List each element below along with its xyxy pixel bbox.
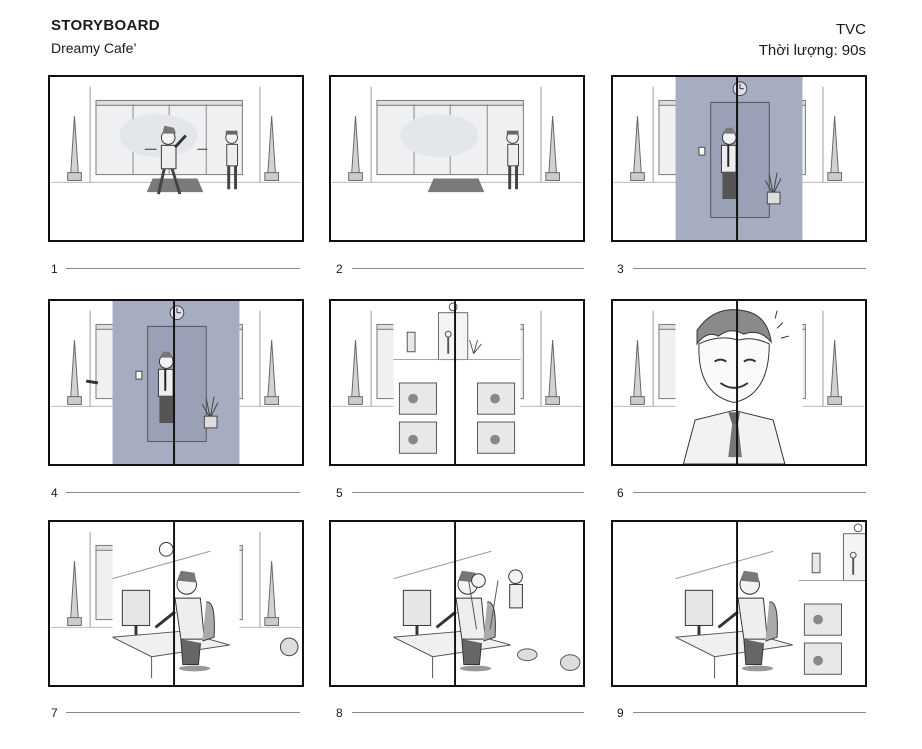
scene-lobby-entrance [50, 77, 302, 240]
frame-number: 9 [617, 706, 624, 720]
frame-number: 4 [51, 486, 58, 500]
storyboard-title: STORYBOARD [51, 17, 160, 34]
storyboard-frame-9 [611, 520, 867, 687]
note-line [66, 268, 300, 269]
note-line [352, 268, 584, 269]
frame-number: 2 [336, 262, 343, 276]
scene-split-room-lobby [613, 77, 865, 240]
storyboard-frame-6 [611, 299, 867, 466]
scene-office-cubicles [331, 301, 583, 464]
note-line [66, 712, 300, 713]
frame-number: 8 [336, 706, 343, 720]
frame-number: 7 [51, 706, 58, 720]
duration-label: Thời lượng: 90s [758, 42, 866, 59]
storyboard-frame-1 [48, 75, 304, 242]
note-line [633, 492, 866, 493]
note-line [66, 492, 300, 493]
storyboard-frame-3 [611, 75, 867, 242]
frame-number: 6 [617, 486, 624, 500]
scene-desk-lobby [50, 522, 302, 685]
storyboard-frame-7 [48, 520, 304, 687]
storyboard-frame-5 [329, 299, 585, 466]
frame-number: 3 [617, 262, 624, 276]
storyboard-frame-2 [329, 75, 585, 242]
storyboard-frame-8 [329, 520, 585, 687]
scene-lobby-empty [331, 77, 583, 240]
storyboard-frame-4 [48, 299, 304, 466]
scene-face-closeup [613, 301, 865, 464]
format-label: TVC [836, 21, 866, 38]
frame-number: 5 [336, 486, 343, 500]
note-line [633, 268, 866, 269]
scene-desk-office [614, 522, 864, 685]
scene-room-knocking [50, 301, 302, 464]
note-line [352, 492, 584, 493]
frame-number: 1 [51, 262, 58, 276]
project-name: Dreamy Cafe’ [51, 40, 137, 56]
note-line [633, 712, 866, 713]
note-line [352, 712, 584, 713]
scene-desk-commotion [332, 522, 582, 685]
